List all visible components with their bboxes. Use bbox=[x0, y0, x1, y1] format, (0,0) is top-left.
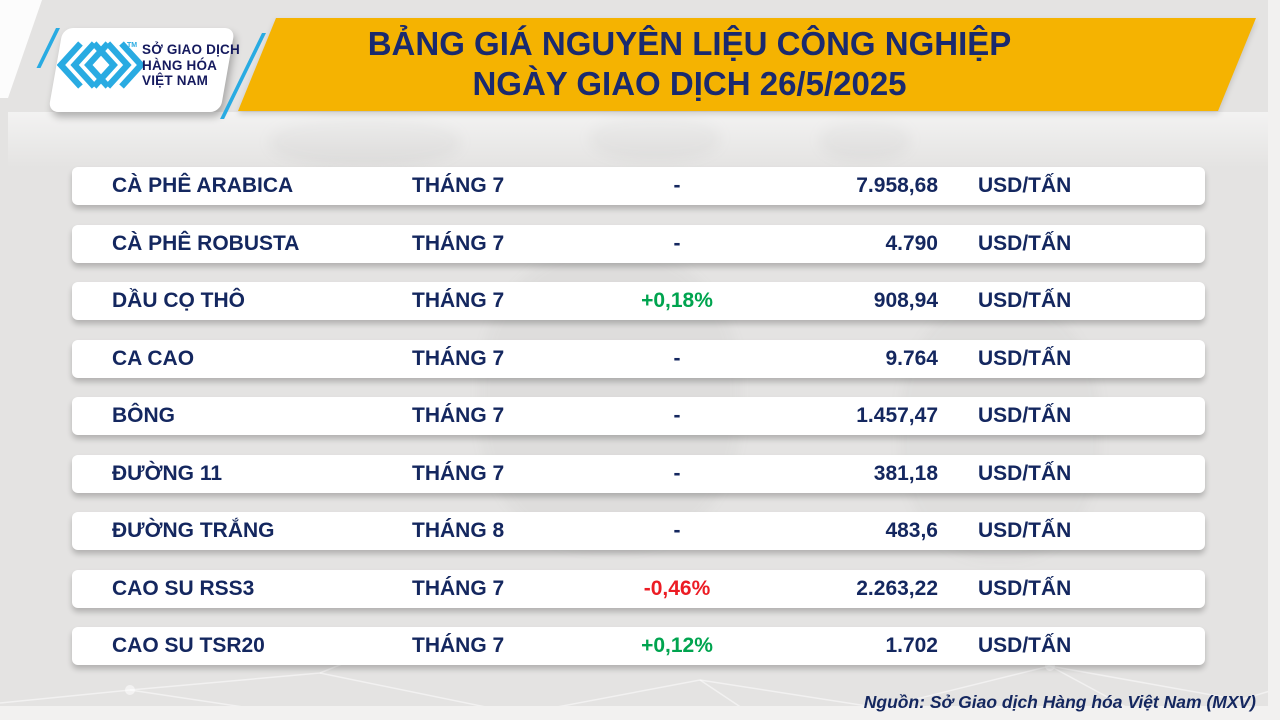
price-value: 2.263,22 bbox=[856, 576, 938, 600]
change-percent: +0,12% bbox=[641, 634, 713, 657]
contract-month: THÁNG 7 bbox=[412, 461, 505, 485]
commodity-name: CAO SU TSR20 bbox=[112, 634, 265, 657]
price-unit: USD/TẤN bbox=[978, 634, 1072, 657]
price-value: 1.457,47 bbox=[856, 404, 938, 427]
change-percent: - bbox=[673, 519, 681, 542]
change-percent: -0,46% bbox=[643, 576, 711, 600]
commodity-name: CÀ PHÊ ARABICA bbox=[112, 174, 294, 197]
page-title-line1: BẢNG GIÁ NGUYÊN LIỆU CÔNG NGHIỆP bbox=[367, 25, 1012, 62]
price-value: 7.958,68 bbox=[856, 174, 938, 197]
commodity-name: CAO SU RSS3 bbox=[112, 576, 255, 600]
commodity-name: CÀ PHÊ ROBUSTA bbox=[112, 231, 300, 255]
table-row: BÔNG THÁNG 7 - 1.457,47 USD/TẤN bbox=[72, 397, 1205, 435]
table-row: CAO SU TSR20 THÁNG 7 +0,12% 1.702 USD/TẤN bbox=[72, 627, 1205, 665]
table-row: DẦU CỌ THÔ THÁNG 7 +0,18% 908,94 USD/TẤN bbox=[72, 282, 1205, 320]
page-edge bbox=[0, 706, 1280, 720]
commodity-name: ĐƯỜNG 11 bbox=[112, 461, 223, 485]
price-unit: USD/TẤN bbox=[978, 461, 1072, 485]
price-value: 483,6 bbox=[885, 519, 938, 542]
logo-line2: HÀNG HÓA bbox=[142, 57, 218, 73]
contract-month: THÁNG 7 bbox=[412, 346, 505, 370]
change-percent: - bbox=[673, 346, 681, 370]
change-percent: - bbox=[673, 174, 681, 197]
contract-month: THÁNG 7 bbox=[412, 576, 505, 600]
commodity-name: CA CAO bbox=[112, 346, 195, 370]
price-table: CÀ PHÊ ARABICA THÁNG 7-7.958,68 USD/TẤN CÀ … bbox=[72, 167, 1205, 665]
source-caption: Nguồn: Sở Giao dịch Hàng hóa Việt Nam (M… bbox=[863, 692, 1256, 712]
logo-wordmark: SỞ GIAO DỊCH HÀNG HÓA VIỆT NAM bbox=[142, 42, 240, 89]
contract-month: THÁNG 8 bbox=[412, 519, 505, 542]
table-row: CA CAO THÁNG 7 - 9.764 USD/TẤN bbox=[72, 339, 1205, 378]
price-value: 9.764 bbox=[885, 346, 938, 370]
table-row: CÀ PHÊ ARABICA THÁNG 7 - 7.958,68 USD/TẤN bbox=[72, 167, 1205, 205]
price-unit: USD/TẤN bbox=[978, 289, 1072, 312]
mxv-chevrons-icon bbox=[57, 41, 145, 89]
price-value: 4.790 bbox=[885, 231, 938, 255]
trademark-symbol: TM bbox=[127, 42, 138, 49]
contract-month: THÁNG 7 bbox=[412, 404, 505, 427]
change-percent: - bbox=[673, 461, 681, 485]
contract-month: THÁNG 7 bbox=[412, 174, 505, 197]
price-value: 381,18 bbox=[873, 461, 938, 485]
change-percent: +0,18% bbox=[641, 289, 713, 312]
header-banner bbox=[238, 18, 1256, 111]
logo-line3: VIỆT NAM bbox=[142, 73, 209, 88]
table-row: ĐƯỜNG 11 THÁNG 7 - 381,18 USD/TẤN bbox=[72, 454, 1205, 493]
price-unit: USD/TẤN bbox=[978, 346, 1072, 370]
background-highlight bbox=[8, 112, 1268, 168]
price-value: 1.702 bbox=[885, 634, 938, 657]
price-unit: USD/TẤN bbox=[978, 231, 1072, 255]
contract-month: THÁNG 7 bbox=[412, 634, 505, 657]
price-value: 908,94 bbox=[873, 289, 938, 312]
change-percent: - bbox=[673, 404, 681, 427]
page-edge bbox=[1268, 0, 1280, 720]
price-unit: USD/TẤN bbox=[978, 174, 1072, 197]
table-row: CAO SU RSS3 THÁNG 7 -0,46% 2.263,22 USD/TẤN bbox=[72, 569, 1205, 608]
commodity-name: ĐƯỜNG TRẮNG bbox=[112, 519, 275, 542]
commodity-name: BÔNG bbox=[112, 404, 175, 427]
price-unit: USD/TẤN bbox=[978, 404, 1072, 427]
page-title: BẢNG GIÁ NGUYÊN LIỆU CÔNG NGHIỆP NGÀY GI… bbox=[238, 18, 1256, 111]
price-unit: USD/TẤN bbox=[978, 519, 1072, 542]
corner-decoration bbox=[0, 0, 42, 98]
contract-month: THÁNG 7 bbox=[412, 231, 505, 255]
change-percent: - bbox=[673, 231, 681, 255]
page-title-line2: NGÀY GIAO DỊCH 26/5/2025 bbox=[472, 65, 907, 102]
table-row: ĐƯỜNG TRẮNG THÁNG 8 - 483,6 USD/TẤN bbox=[72, 512, 1205, 550]
header-banner-shadow bbox=[238, 18, 1256, 111]
contract-month: THÁNG 7 bbox=[412, 289, 505, 312]
commodity-name: DẦU CỌ THÔ bbox=[112, 289, 245, 312]
logo-line1: SỞ GIAO DỊCH bbox=[142, 42, 240, 57]
price-unit: USD/TẤN bbox=[978, 576, 1072, 600]
table-row: CÀ PHÊ ROBUSTA THÁNG 7 - 4.790 USD/TẤN bbox=[72, 224, 1205, 263]
